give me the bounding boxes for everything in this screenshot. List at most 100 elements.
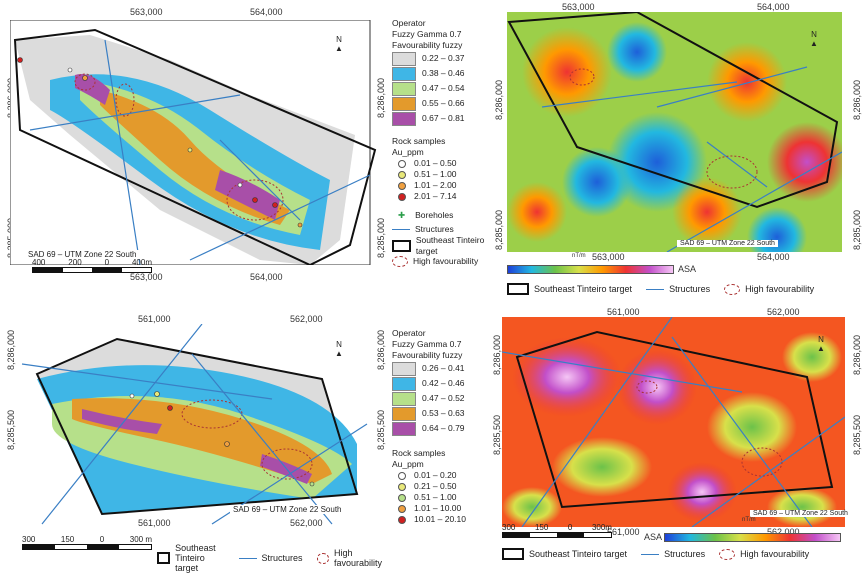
map4-crs: SAD 69 – UTM Zone 22 South: [750, 510, 851, 517]
map2-legend-target: Southeast Tinteiro target: [507, 283, 632, 295]
map4-scale-l3: 300m: [591, 523, 612, 532]
rl2-item: 0.01 – 0.20: [392, 470, 492, 481]
map1-x-bottom-1: 563,000: [130, 272, 163, 282]
map4-legend-structures: Structures: [641, 549, 705, 559]
map4-panel: 561,000 562,000 8,286,000 8,285,500 8,28…: [492, 305, 867, 565]
rl2-title-1: Rock samples: [392, 448, 446, 458]
fl1-class-row: 0.55 – 0.66: [392, 96, 492, 111]
fuzzy-legend-2: Operator Fuzzy Gamma 0.7 Favourability f…: [392, 328, 492, 525]
rl1-title-1: Rock samples: [392, 136, 446, 146]
rl1-item-label: 1.01 – 2.00: [414, 180, 457, 190]
map4-y-right-2: 8,285,500: [852, 414, 862, 455]
fl2-class-row: 0.47 – 0.52: [392, 391, 492, 406]
fl1-title-2: Fuzzy Gamma 0.7: [392, 29, 462, 39]
fl1-class-label: 0.47 – 0.54: [422, 83, 465, 93]
rl1-item: 0.51 – 1.00: [392, 169, 492, 180]
map3-legend-highfav: High favourability: [316, 548, 386, 568]
map3-scalebar: 300 150 0 300 m: [22, 535, 152, 550]
rl1-boreholes: ✚ Boreholes: [392, 210, 492, 221]
rl1-structures: Structures: [392, 224, 492, 235]
map2-panel: 563,000 564,000 8,286,000 8,285,000 8,28…: [492, 0, 867, 300]
rl1-item: 1.01 – 2.00: [392, 180, 492, 191]
rl2-item-label: 10.01 – 20.10: [414, 514, 466, 524]
map3-legend-structures-label: Structures: [261, 553, 303, 563]
map1-crs: SAD 69 – UTM Zone 22 South: [25, 250, 140, 259]
map2-x-bottom-2: 564,000: [757, 252, 790, 262]
map4-legend-highfav-label: High favourability: [740, 549, 810, 559]
rl2-item-label: 0.51 – 1.00: [414, 492, 457, 502]
map4-colorbar: [664, 533, 841, 542]
map2-legend-structures: Structures: [646, 284, 710, 294]
map1-scale-l0: 400: [32, 258, 46, 267]
map4-colorbar-title: ASA: [644, 532, 663, 542]
map2-north-arrow: N ▲: [810, 30, 818, 48]
map3-canvas: [21, 324, 368, 525]
fl1-class-label: 0.38 – 0.46: [422, 68, 465, 78]
map1-scale-l2: 0: [104, 258, 110, 267]
map3-legend-structures: Structures: [238, 553, 303, 563]
map4-x-top-2: 562,000: [767, 307, 800, 317]
map3-scale-l3: 300 m: [129, 535, 152, 544]
map2-crs: SAD 69 – UTM Zone 22 South: [677, 240, 778, 247]
fl2-class-label: 0.64 – 0.79: [422, 423, 465, 433]
map2-colorbar: [507, 265, 674, 274]
map3-crs: SAD 69 – UTM Zone 22 South: [230, 505, 345, 514]
map1-canvas: [10, 20, 377, 265]
map4-scale-l2: 0: [567, 523, 573, 532]
map3-scale-l2: 0: [99, 535, 105, 544]
map4-scalebar: 300 150 0 300m: [502, 523, 612, 538]
map1-panel: 563,000 564,000 8,286,000 8,285,000 8,28…: [0, 0, 390, 285]
map1-scale-l3: 400m: [131, 258, 152, 267]
map1-scale-l1: 200: [68, 258, 82, 267]
fl1-title-1: Operator: [392, 18, 426, 28]
rl1-item: 2.01 – 7.14: [392, 191, 492, 202]
map2-y-left-1: 8,286,000: [494, 79, 504, 120]
fl2-class-label: 0.53 – 0.63: [422, 408, 465, 418]
rl2-item: 0.21 – 0.50: [392, 481, 492, 492]
map2-x-top-1: 563,000: [562, 2, 595, 12]
map4-legend-target-label: Southeast Tinteiro target: [529, 549, 628, 559]
fl1-class-row: 0.22 – 0.37: [392, 51, 492, 66]
rl1-item-label: 0.51 – 1.00: [414, 169, 457, 179]
map1-north-arrow: N ▲: [335, 35, 343, 53]
borehole-icon: ✚: [398, 210, 406, 220]
map3-north-arrow: N ▲: [335, 340, 343, 358]
fl1-class-label: 0.67 – 0.81: [422, 113, 465, 123]
fl1-class-label: 0.22 – 0.37: [422, 53, 465, 63]
map3-legend-highfav-label: High favourability: [334, 548, 383, 568]
map2-x-bottom-1: 563,000: [592, 252, 625, 262]
rl2-item-label: 0.21 – 0.50: [414, 481, 457, 491]
map1-north-label: N: [336, 35, 342, 44]
map2-colorbar-title: ASA: [678, 264, 697, 274]
map4-north-label: N: [818, 335, 824, 344]
fl2-class-label: 0.26 – 0.41: [422, 363, 465, 373]
map3-x-top-1: 561,000: [138, 314, 171, 324]
rl1-item-label: 0.01 – 0.50: [414, 158, 457, 168]
north-arrow-icon: ▲: [810, 39, 818, 48]
map4-legend-structures-label: Structures: [664, 549, 706, 559]
rl1-highfav-label: High favourability: [413, 256, 479, 266]
map2-y-right-1: 8,286,000: [852, 79, 862, 120]
map1-x-top-2: 564,000: [250, 7, 283, 17]
rl1-target: Southeast Tinteiro target: [392, 235, 492, 256]
map4-x-bottom-1: 561,000: [607, 527, 640, 537]
map3-y-right-1: 8,286,000: [376, 329, 386, 370]
rl1-highfav: High favourability: [392, 256, 492, 267]
fl2-class-row: 0.53 – 0.63: [392, 406, 492, 421]
map4-unit: nT/m: [742, 517, 756, 523]
map3-scale-l1: 150: [60, 535, 75, 544]
rl2-item: 0.51 – 1.00: [392, 492, 492, 503]
fl1-class-row: 0.47 – 0.54: [392, 81, 492, 96]
map4-y-left-1: 8,286,000: [492, 334, 502, 375]
rl1-structures-label: Structures: [415, 224, 454, 234]
map2-y-right-2: 8,285,000: [852, 209, 862, 250]
fl1-title-3: Favourability fuzzy: [392, 40, 463, 50]
map1-scalebar: 400 200 0 400m: [32, 258, 152, 273]
map4-scale-l0: 300: [502, 523, 516, 532]
map4-canvas: [502, 317, 845, 527]
map2-bottom-legend: Southeast Tinteiro target Structures Hig…: [507, 283, 828, 295]
map3-y-right-2: 8,285,500: [376, 409, 386, 450]
rl1-boreholes-label: Boreholes: [415, 210, 454, 220]
fl2-class-label: 0.47 – 0.52: [422, 393, 465, 403]
map4-scale-l1: 150: [534, 523, 549, 532]
